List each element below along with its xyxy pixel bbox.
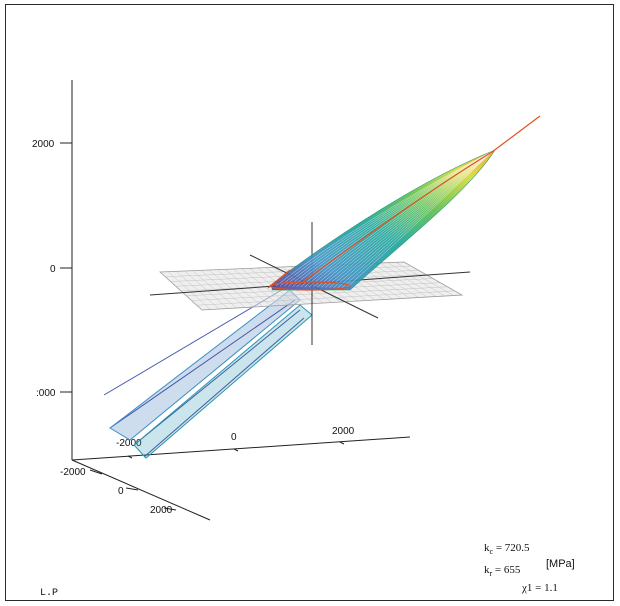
tail-line: [109, 299, 296, 429]
z-tick-label: :000: [36, 388, 56, 399]
y-axis: [71, 459, 211, 521]
kr-symbol: k: [484, 564, 490, 576]
surface-mesh-line: [329, 150, 494, 288]
surface-mesh-line: [333, 150, 494, 288]
y-tick: [125, 487, 139, 491]
y-tick-label: 0: [118, 486, 124, 497]
surface-mesh-line: [284, 150, 494, 287]
kc-value: = 720.5: [495, 542, 530, 554]
tail-line: [133, 309, 301, 446]
surface-mesh-line: [279, 150, 494, 287]
yield-curve: [267, 115, 541, 291]
parameter-box: kc = 720.5 [MPa] kr = 655 χ1 = 1.1: [484, 540, 609, 600]
curve-extension: [491, 115, 541, 153]
x-tick: [339, 441, 345, 445]
plane-grid-line: [196, 290, 455, 306]
chi-value: χ1 = 1.1: [522, 582, 558, 594]
kc-symbol: k: [484, 542, 490, 554]
plane-grid-line: [191, 286, 448, 301]
surface-mesh-line: [321, 150, 494, 288]
surface-mesh-line: [275, 150, 494, 287]
surface-mesh-line: [317, 150, 494, 288]
surface-mesh-line: [288, 150, 494, 287]
y-tick: [163, 507, 177, 511]
kr-row: kr = 655: [484, 564, 520, 578]
corner-label: L.P: [40, 588, 59, 599]
x-tick: [127, 455, 133, 459]
surface-tails: [103, 284, 313, 459]
surface-mesh-line: [308, 150, 494, 288]
y-tick: [89, 469, 103, 475]
y-tick-label: -2000: [60, 467, 86, 478]
surface-mesh-line: [304, 150, 494, 288]
surface-mesh-line: [341, 150, 494, 289]
surface-mesh-line: [325, 150, 494, 288]
surface-mesh-line: [312, 150, 494, 288]
kr-value: = 655: [494, 564, 521, 576]
unit-label: [MPa]: [546, 558, 575, 570]
surface-mesh-line: [345, 150, 494, 289]
z-tick-label: 0: [50, 264, 56, 275]
x-tick-label: -2000: [116, 438, 142, 449]
kr-subscript: r: [489, 569, 493, 579]
y-tick-label: 2000: [150, 505, 173, 516]
surface-mesh-line: [292, 150, 494, 287]
curve-top: [299, 151, 493, 285]
curve-lower: [267, 269, 291, 289]
surface-mesh-line: [337, 150, 494, 288]
x-tick-label: 0: [231, 432, 237, 443]
axes: [60, 80, 411, 521]
x-tick-label: 2000: [332, 426, 355, 437]
tail-line: [143, 317, 305, 458]
z-tick-label: 2000: [32, 139, 55, 150]
kc-subscript: c: [489, 547, 494, 557]
kc-row: kc = 720.5: [484, 542, 530, 556]
tail-band: [109, 289, 301, 441]
tail-band: [133, 304, 313, 459]
x-tick: [233, 448, 239, 452]
